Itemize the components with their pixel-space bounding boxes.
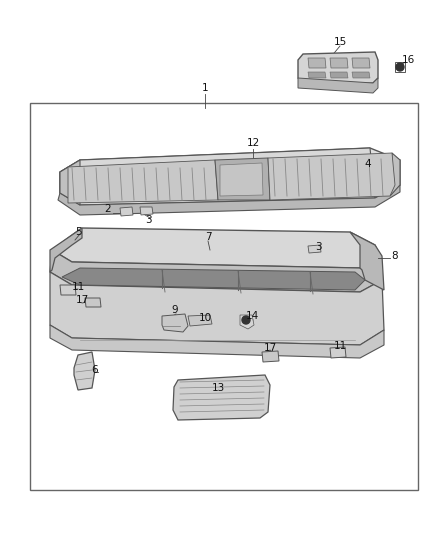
Polygon shape [298, 78, 378, 93]
Bar [30, 103, 418, 490]
Polygon shape [352, 72, 370, 78]
Polygon shape [74, 352, 95, 390]
Polygon shape [60, 148, 400, 205]
Polygon shape [188, 315, 212, 326]
Polygon shape [240, 315, 254, 329]
Polygon shape [173, 375, 270, 420]
Polygon shape [140, 207, 153, 215]
Polygon shape [308, 245, 321, 253]
Text: 16: 16 [401, 55, 415, 65]
Polygon shape [50, 272, 384, 345]
Polygon shape [52, 228, 380, 268]
Polygon shape [390, 153, 400, 196]
Text: 3: 3 [145, 215, 151, 225]
Polygon shape [330, 58, 348, 68]
Polygon shape [62, 268, 365, 290]
Polygon shape [268, 153, 395, 200]
Polygon shape [352, 58, 370, 68]
Polygon shape [298, 52, 378, 85]
Text: 7: 7 [205, 232, 211, 242]
Text: 1: 1 [201, 83, 208, 93]
Text: 13: 13 [212, 383, 225, 393]
Polygon shape [120, 207, 133, 216]
Bar [395, 62, 405, 72]
Text: 6: 6 [92, 365, 98, 375]
Text: 11: 11 [71, 282, 85, 292]
Text: 17: 17 [263, 343, 277, 353]
Polygon shape [85, 298, 101, 307]
Text: 2: 2 [105, 204, 111, 214]
Polygon shape [58, 185, 400, 215]
Polygon shape [50, 250, 382, 292]
Polygon shape [308, 72, 326, 78]
Polygon shape [308, 58, 326, 68]
Text: 9: 9 [172, 305, 178, 315]
Polygon shape [162, 314, 188, 332]
Text: 14: 14 [245, 311, 258, 321]
Polygon shape [330, 72, 348, 78]
Polygon shape [262, 351, 279, 362]
Polygon shape [350, 232, 384, 290]
Polygon shape [50, 228, 82, 272]
Polygon shape [68, 160, 218, 203]
Text: 12: 12 [246, 138, 260, 148]
Text: 17: 17 [75, 295, 88, 305]
Text: 3: 3 [314, 242, 321, 252]
Polygon shape [330, 347, 346, 358]
Polygon shape [60, 285, 76, 295]
Polygon shape [50, 325, 384, 358]
Text: 5: 5 [75, 227, 81, 237]
Text: 15: 15 [333, 37, 346, 47]
Text: 10: 10 [198, 313, 212, 323]
Text: 4: 4 [365, 159, 371, 169]
Circle shape [242, 316, 250, 324]
Polygon shape [60, 148, 375, 205]
Polygon shape [220, 163, 263, 196]
Polygon shape [60, 160, 80, 205]
Text: 8: 8 [392, 251, 398, 261]
Text: 11: 11 [333, 341, 346, 351]
Polygon shape [215, 158, 270, 200]
Circle shape [396, 63, 404, 71]
